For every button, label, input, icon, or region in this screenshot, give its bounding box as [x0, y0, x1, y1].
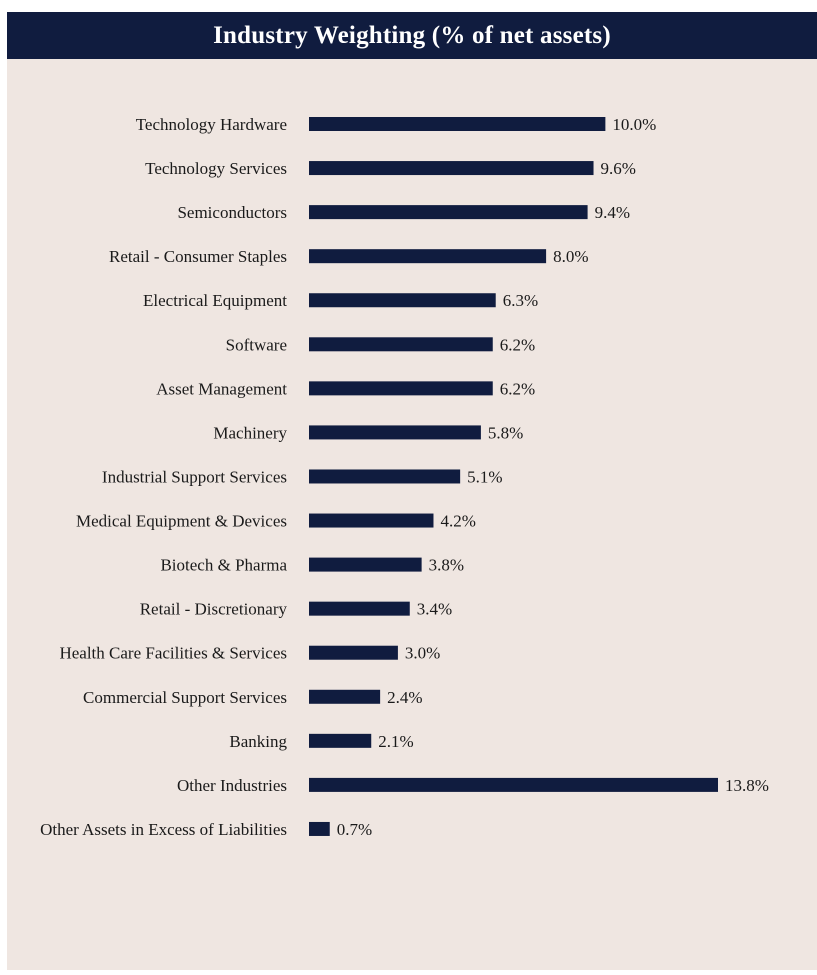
- value-label-retail-consumer-staples: 8.0%: [553, 247, 588, 266]
- value-label-technology-hardware: 10.0%: [612, 115, 656, 134]
- category-label-semiconductors: Semiconductors: [177, 203, 287, 222]
- bar-software: [309, 337, 493, 352]
- category-label-industrial-support-services: Industrial Support Services: [102, 467, 287, 486]
- category-label-banking: Banking: [229, 732, 287, 751]
- bar-other-assets-in-excess-of-liabilities: [309, 821, 330, 836]
- bar-machinery: [309, 425, 481, 440]
- chart-header: Industry Weighting (% of net assets): [7, 12, 817, 59]
- category-label-biotech-and-pharma: Biotech & Pharma: [160, 556, 287, 575]
- value-label-electrical-equipment: 6.3%: [503, 291, 538, 310]
- category-label-retail-discretionary: Retail - Discretionary: [140, 600, 288, 619]
- value-label-other-industries: 13.8%: [725, 776, 769, 795]
- value-label-semiconductors: 9.4%: [595, 203, 630, 222]
- value-label-biotech-and-pharma: 3.8%: [429, 556, 464, 575]
- bar-commercial-support-services: [309, 689, 381, 704]
- category-label-asset-management: Asset Management: [156, 379, 287, 398]
- value-label-asset-management: 6.2%: [500, 379, 535, 398]
- bar-electrical-equipment: [309, 293, 496, 308]
- bar-retail-consumer-staples: [309, 249, 547, 264]
- value-label-commercial-support-services: 2.4%: [387, 688, 422, 707]
- value-label-medical-equipment-and-devices: 4.2%: [440, 512, 475, 531]
- value-label-other-assets-in-excess-of-liabilities: 0.7%: [337, 820, 372, 839]
- value-label-machinery: 5.8%: [488, 423, 523, 442]
- category-label-other-assets-in-excess-of-liabilities: Other Assets in Excess of Liabilities: [40, 820, 287, 839]
- category-label-medical-equipment-and-devices: Medical Equipment & Devices: [76, 512, 287, 531]
- category-label-electrical-equipment: Electrical Equipment: [143, 291, 287, 310]
- category-label-health-care-facilities-and-services: Health Care Facilities & Services: [59, 644, 287, 663]
- chart-title: Industry Weighting (% of net assets): [213, 21, 611, 49]
- bar-medical-equipment-and-devices: [309, 513, 434, 528]
- value-label-banking: 2.1%: [378, 732, 413, 751]
- value-label-technology-services: 9.6%: [601, 159, 636, 178]
- bar-retail-discretionary: [309, 601, 410, 616]
- category-label-commercial-support-services: Commercial Support Services: [83, 688, 287, 707]
- bar-health-care-facilities-and-services: [309, 645, 398, 660]
- bar-semiconductors: [309, 205, 588, 220]
- value-label-health-care-facilities-and-services: 3.0%: [405, 644, 440, 663]
- category-label-technology-hardware: Technology Hardware: [136, 115, 287, 134]
- value-label-software: 6.2%: [500, 335, 535, 354]
- bar-group: Technology Hardware 10.0% Technology Servi…: [40, 115, 769, 839]
- bar-biotech-and-pharma: [309, 557, 422, 572]
- bar-technology-services: [309, 161, 594, 176]
- category-label-retail-consumer-staples: Retail - Consumer Staples: [109, 247, 287, 266]
- bar-technology-hardware: [309, 117, 606, 131]
- category-label-other-industries: Other Industries: [177, 776, 287, 795]
- bar-asset-management: [309, 381, 493, 396]
- category-label-technology-services: Technology Services: [145, 159, 287, 178]
- category-label-machinery: Machinery: [213, 423, 287, 442]
- category-label-software: Software: [226, 335, 287, 354]
- bar-banking: [309, 733, 372, 748]
- value-label-retail-discretionary: 3.4%: [417, 600, 452, 619]
- value-label-industrial-support-services: 5.1%: [467, 467, 502, 486]
- bar-industrial-support-services: [309, 469, 461, 484]
- bar-other-industries: [309, 777, 718, 792]
